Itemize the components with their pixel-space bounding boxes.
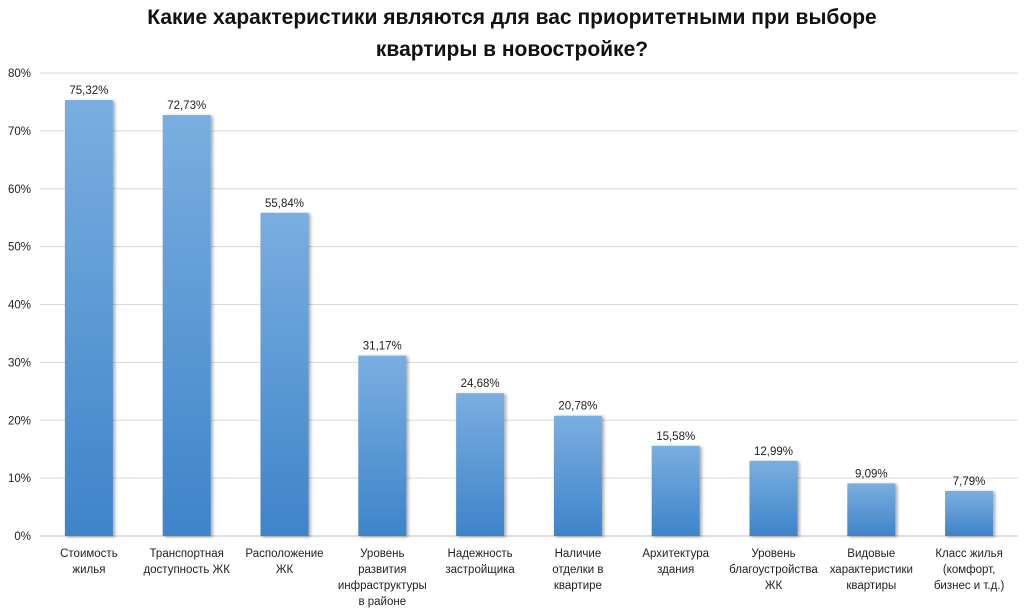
category-label-line: благоустройства bbox=[729, 564, 818, 576]
chart-title: Какие характеристики являются для вас пр… bbox=[0, 2, 1024, 66]
data-label: 55,84% bbox=[265, 198, 304, 210]
bar bbox=[358, 355, 407, 536]
category-label-line: инфраструктуры bbox=[338, 580, 427, 592]
category-label-line: характеристики bbox=[830, 564, 913, 576]
data-label: 31,17% bbox=[363, 341, 402, 353]
category-label: Расположение ЖК bbox=[245, 548, 323, 576]
chart-title-line-2: квартиры в новостройке? bbox=[375, 38, 649, 61]
y-tick-label: 50% bbox=[8, 242, 31, 254]
bar bbox=[162, 115, 211, 536]
data-label: 7,79% bbox=[953, 476, 986, 488]
category-label: Уровень благоустройства ЖК bbox=[729, 548, 818, 592]
category-label-line: Класс жилья bbox=[935, 548, 1003, 560]
category-label-line: квартире bbox=[554, 580, 602, 592]
category-label: Транспортная доступность ЖК bbox=[143, 548, 230, 576]
category-label: Класс жилья (комфорт, бизнес и т.д.) bbox=[934, 548, 1005, 592]
category-label-line: Расположение bbox=[245, 548, 323, 560]
bar bbox=[553, 415, 602, 536]
category-label-line: квартиры bbox=[846, 580, 896, 592]
category-label-line: Видовые bbox=[847, 548, 895, 560]
data-label: 9,09% bbox=[855, 468, 888, 480]
bar bbox=[651, 445, 700, 536]
category-label-line: ЖК bbox=[276, 564, 294, 576]
category-label-line: (комфорт, bbox=[943, 564, 995, 576]
category-label-line: Архитектура bbox=[642, 548, 709, 560]
category-label: Наличие отделки в квартире bbox=[552, 548, 603, 592]
data-label: 15,58% bbox=[656, 431, 695, 443]
bar bbox=[749, 460, 798, 536]
data-label: 24,68% bbox=[461, 378, 500, 390]
category-label: Видовые характеристики квартиры bbox=[830, 548, 913, 592]
category-label-line: здания bbox=[657, 564, 694, 576]
category-label-line: Наличие bbox=[555, 548, 602, 560]
category-label-line: застройщика bbox=[445, 564, 515, 576]
category-label-line: ЖК bbox=[765, 580, 783, 592]
y-tick-label: 10% bbox=[8, 473, 31, 485]
bar bbox=[260, 212, 309, 537]
bar bbox=[64, 100, 113, 536]
y-tick-label: 70% bbox=[8, 126, 31, 138]
category-label: Уровень развития инфраструктуры в районе bbox=[338, 548, 427, 608]
category-label: Архитектура здания bbox=[642, 548, 709, 576]
category-label-line: Уровень bbox=[751, 548, 795, 560]
y-tick-label: 40% bbox=[8, 300, 31, 312]
category-label-line: Транспортная bbox=[150, 548, 224, 560]
category-label-line: доступность ЖК bbox=[143, 564, 230, 576]
bar bbox=[945, 490, 994, 536]
data-label: 12,99% bbox=[754, 446, 793, 458]
chart-title-line-1: Какие характеристики являются для вас пр… bbox=[147, 6, 877, 29]
category-label: Стоимость жилья bbox=[60, 548, 118, 576]
category-label-line: отделки в bbox=[552, 564, 603, 576]
category-label-line: Надежность bbox=[448, 548, 513, 560]
category-label: Надежность застройщика bbox=[445, 548, 515, 576]
category-label-line: бизнес и т.д.) bbox=[934, 580, 1005, 592]
data-label: 72,73% bbox=[167, 100, 206, 112]
y-tick-label: 20% bbox=[8, 415, 31, 427]
category-label-line: развития bbox=[358, 564, 406, 576]
y-tick-label: 80% bbox=[8, 68, 31, 80]
bar bbox=[847, 483, 896, 536]
category-label-line: Уровень bbox=[360, 548, 404, 560]
data-label: 20,78% bbox=[558, 401, 597, 413]
data-label: 75,32% bbox=[69, 85, 108, 97]
bar bbox=[456, 393, 505, 536]
category-label-line: жилья bbox=[72, 564, 105, 576]
category-label-line: Стоимость bbox=[60, 548, 118, 560]
y-tick-label: 0% bbox=[14, 531, 31, 543]
category-label-line: в районе bbox=[358, 596, 406, 608]
y-tick-label: 60% bbox=[8, 184, 31, 196]
y-tick-label: 30% bbox=[8, 357, 31, 369]
